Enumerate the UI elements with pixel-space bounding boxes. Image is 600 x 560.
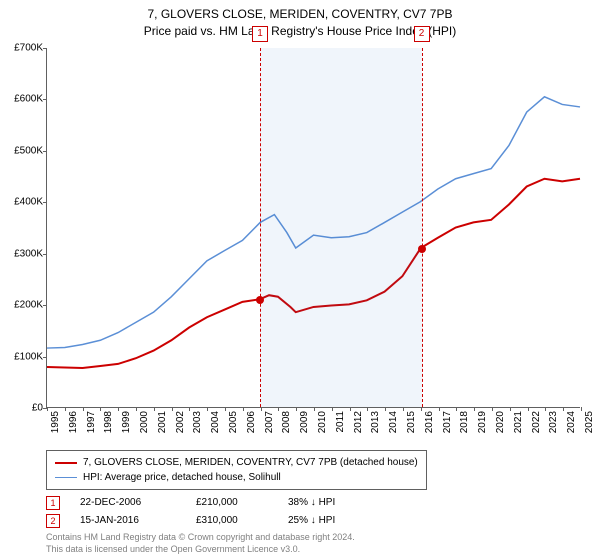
title-line-1: 7, GLOVERS CLOSE, MERIDEN, COVENTRY, CV7… <box>0 6 600 23</box>
event-marker: 1 <box>252 26 268 42</box>
xtick-label: 2000 <box>139 411 150 433</box>
xtick-label: 2009 <box>299 411 310 433</box>
legend-label-1: HPI: Average price, detached house, Soli… <box>83 470 281 485</box>
title-area: 7, GLOVERS CLOSE, MERIDEN, COVENTRY, CV7… <box>0 0 600 40</box>
xtick-label: 2007 <box>264 411 275 433</box>
title-line-2: Price paid vs. HM Land Registry's House … <box>0 23 600 40</box>
event-price-1: £210,000 <box>196 494 268 512</box>
xtick-label: 2020 <box>495 411 506 433</box>
sale-dot <box>256 296 264 304</box>
event-line: 1 <box>260 48 261 407</box>
events-row: 1 22-DEC-2006 £210,000 38% ↓ HPI <box>46 494 368 512</box>
xtick-label: 2005 <box>228 411 239 433</box>
legend-swatch-0 <box>55 462 77 464</box>
ytick-label: £700K <box>14 43 43 54</box>
event-pct-1: 38% ↓ HPI <box>288 494 368 512</box>
event-marker: 2 <box>414 26 430 42</box>
ytick-label: £300K <box>14 248 43 259</box>
xtick-label: 2025 <box>584 411 595 433</box>
sale-dot <box>418 245 426 253</box>
xtick-label: 2002 <box>175 411 186 433</box>
legend-box: 7, GLOVERS CLOSE, MERIDEN, COVENTRY, CV7… <box>46 450 427 490</box>
xtick-label: 2011 <box>335 411 346 433</box>
xtick-label: 1996 <box>68 411 79 433</box>
footer-text: Contains HM Land Registry data © Crown c… <box>46 532 355 555</box>
event-pct-2: 25% ↓ HPI <box>288 512 368 530</box>
xtick-label: 2024 <box>566 411 577 433</box>
xtick-label: 2013 <box>370 411 381 433</box>
event-date-1: 22-DEC-2006 <box>80 494 176 512</box>
chart-container: 7, GLOVERS CLOSE, MERIDEN, COVENTRY, CV7… <box>0 0 600 560</box>
event-date-2: 15-JAN-2016 <box>80 512 176 530</box>
xtick-label: 2015 <box>406 411 417 433</box>
ytick-label: £600K <box>14 94 43 105</box>
xtick-label: 2018 <box>459 411 470 433</box>
event-num-1: 1 <box>46 496 60 510</box>
ytick-label: £100K <box>14 351 43 362</box>
legend-swatch-1 <box>55 477 77 478</box>
legend-row: 7, GLOVERS CLOSE, MERIDEN, COVENTRY, CV7… <box>55 455 418 470</box>
xtick-label: 2021 <box>513 411 524 433</box>
footer-line-2: This data is licensed under the Open Gov… <box>46 544 355 556</box>
xtick-label: 2008 <box>281 411 292 433</box>
xtick-label: 1999 <box>121 411 132 433</box>
xtick-label: 1995 <box>50 411 61 433</box>
event-price-2: £310,000 <box>196 512 268 530</box>
events-row: 2 15-JAN-2016 £310,000 25% ↓ HPI <box>46 512 368 530</box>
ytick-label: £500K <box>14 145 43 156</box>
xtick-label: 2019 <box>477 411 488 433</box>
ytick-label: £200K <box>14 300 43 311</box>
xtick-label: 2017 <box>442 411 453 433</box>
chart-plot-area: £0£100K£200K£300K£400K£500K£600K£700K199… <box>46 48 580 408</box>
xtick-label: 2022 <box>531 411 542 433</box>
xtick-label: 2004 <box>210 411 221 433</box>
xtick-label: 2006 <box>246 411 257 433</box>
events-table: 1 22-DEC-2006 £210,000 38% ↓ HPI 2 15-JA… <box>46 494 368 530</box>
footer-line-1: Contains HM Land Registry data © Crown c… <box>46 532 355 544</box>
xtick-label: 2014 <box>388 411 399 433</box>
event-num-2: 2 <box>46 514 60 528</box>
legend-label-0: 7, GLOVERS CLOSE, MERIDEN, COVENTRY, CV7… <box>83 455 418 470</box>
xtick-label: 1997 <box>86 411 97 433</box>
xtick-label: 2001 <box>157 411 168 433</box>
legend-row: HPI: Average price, detached house, Soli… <box>55 470 418 485</box>
xtick-label: 1998 <box>103 411 114 433</box>
shaded-region <box>260 48 421 407</box>
ytick-label: £400K <box>14 197 43 208</box>
xtick-label: 2010 <box>317 411 328 433</box>
xtick-label: 2012 <box>353 411 364 433</box>
xtick-label: 2016 <box>424 411 435 433</box>
event-line: 2 <box>422 48 423 407</box>
xtick-label: 2023 <box>548 411 559 433</box>
ytick-label: £0 <box>32 403 43 414</box>
xtick-label: 2003 <box>192 411 203 433</box>
